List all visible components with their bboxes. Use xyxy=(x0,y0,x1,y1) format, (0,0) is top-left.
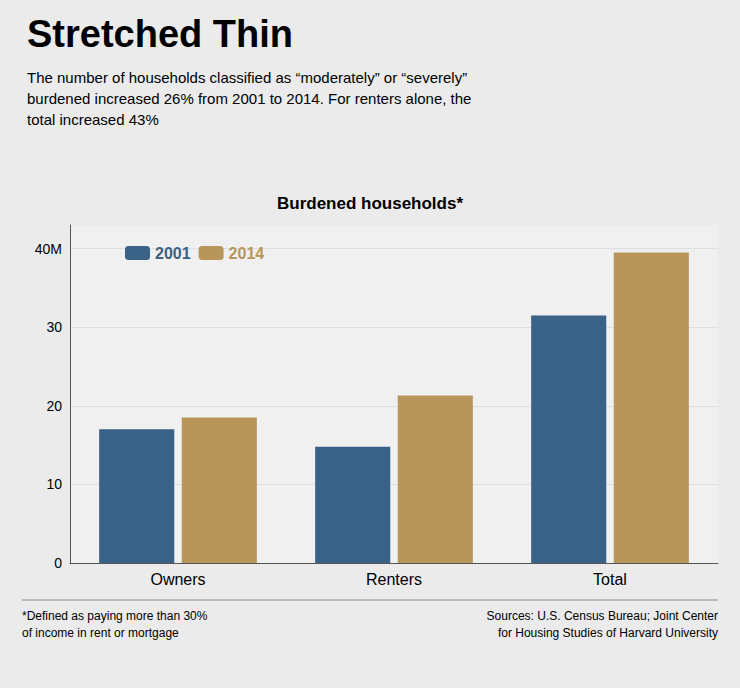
svg-text:0: 0 xyxy=(54,555,62,571)
svg-text:10: 10 xyxy=(46,476,62,492)
svg-text:*Defined as paying more than 3: *Defined as paying more than 30% xyxy=(22,609,208,623)
svg-text:2001: 2001 xyxy=(155,245,191,262)
svg-text:20: 20 xyxy=(46,398,62,414)
svg-text:Total: Total xyxy=(593,571,627,588)
svg-text:2014: 2014 xyxy=(229,245,265,262)
svg-text:Owners: Owners xyxy=(150,571,205,588)
svg-text:burdened increased 26% from 20: burdened increased 26% from 2001 to 2014… xyxy=(27,90,471,107)
svg-text:Sources: U.S. Census Bureau; J: Sources: U.S. Census Bureau; Joint Cente… xyxy=(487,609,718,623)
svg-text:Burdened households*: Burdened households* xyxy=(277,194,463,213)
svg-text:of income in rent or mortgage: of income in rent or mortgage xyxy=(22,626,179,640)
svg-text:total increased 43%: total increased 43% xyxy=(27,111,159,128)
svg-text:for Housing Studies of Harvard: for Housing Studies of Harvard Universit… xyxy=(498,626,718,640)
svg-text:40M: 40M xyxy=(35,241,62,257)
svg-text:30: 30 xyxy=(46,319,62,335)
svg-text:Stretched Thin: Stretched Thin xyxy=(27,13,293,55)
svg-text:The number of households class: The number of households classified as “… xyxy=(27,69,467,86)
svg-text:Renters: Renters xyxy=(366,571,422,588)
